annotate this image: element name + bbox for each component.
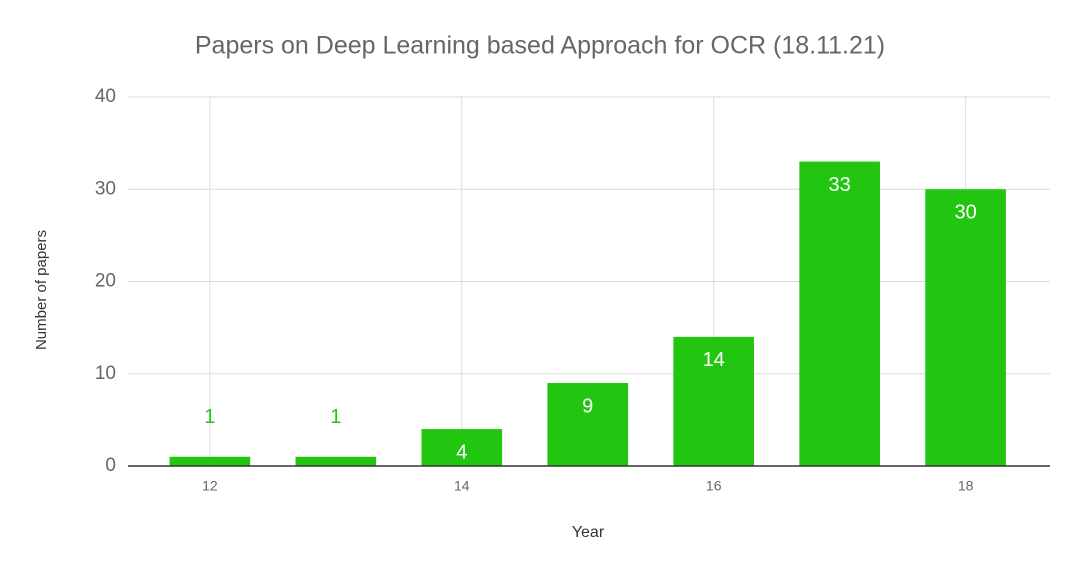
bar xyxy=(799,161,880,466)
y-tick-label: 30 xyxy=(95,178,116,199)
data-label: 1 xyxy=(330,406,341,428)
chart-title: Papers on Deep Learning based Approach f… xyxy=(195,32,885,60)
y-tick-label: 20 xyxy=(95,271,116,292)
y-axis-title: Number of papers xyxy=(33,230,50,350)
bar xyxy=(421,429,503,466)
bar xyxy=(673,336,755,466)
data-label: 33 xyxy=(829,174,851,196)
y-tick-label: 0 xyxy=(105,455,116,476)
bar xyxy=(169,456,251,466)
y-tick-label: 10 xyxy=(95,363,116,384)
x-tick-label: 16 xyxy=(706,478,722,494)
data-label: 9 xyxy=(582,395,593,417)
bar xyxy=(547,382,629,466)
x-tick-label: 18 xyxy=(958,478,974,494)
x-tick-label: 12 xyxy=(202,478,218,494)
bar xyxy=(925,189,1006,466)
y-tick-label: 40 xyxy=(95,86,116,107)
data-label: 30 xyxy=(954,202,976,224)
x-axis-title: Year xyxy=(572,524,605,541)
data-label: 14 xyxy=(703,349,725,371)
bar xyxy=(295,456,377,466)
data-label: 4 xyxy=(456,441,467,463)
data-label: 1 xyxy=(204,406,215,428)
x-tick-label: 14 xyxy=(454,478,470,494)
